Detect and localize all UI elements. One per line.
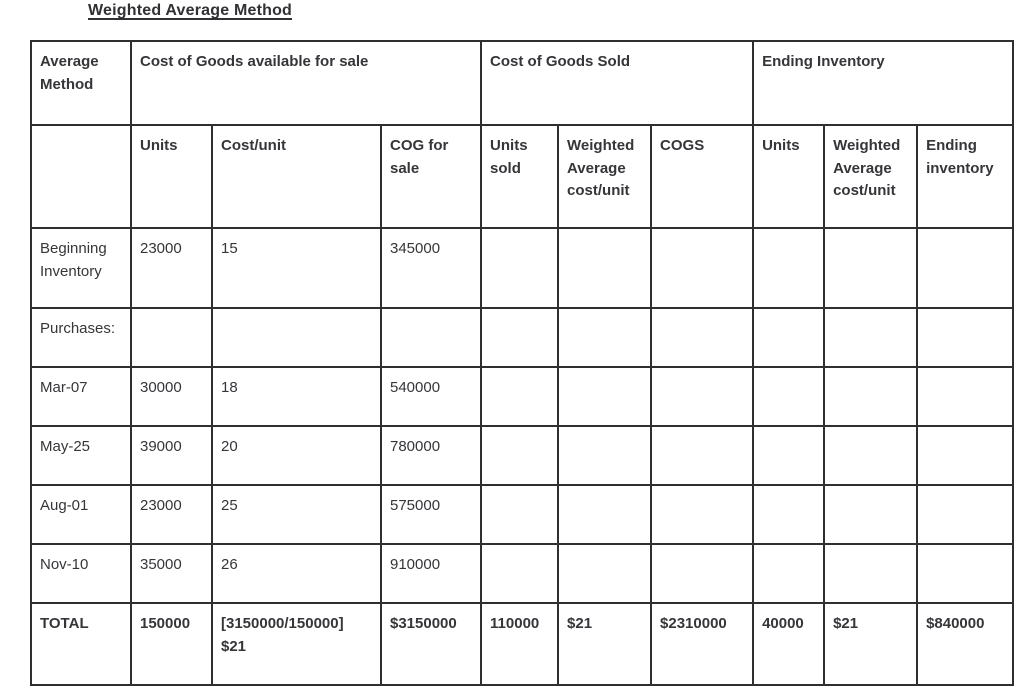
table-cell <box>557 366 653 427</box>
table-cell <box>557 227 653 309</box>
table-cell <box>650 425 755 486</box>
table-cell <box>916 227 1015 309</box>
table-cell: 23000 <box>130 227 213 309</box>
group-header-row: Average Method Cost of Goods available f… <box>30 40 1015 126</box>
table-cell: 23000 <box>130 484 213 545</box>
table-cell: 20 <box>211 425 382 486</box>
table-cell: 39000 <box>130 425 213 486</box>
group-header-cog-available: Cost of Goods available for sale <box>129 40 483 126</box>
row-label: Mar-07 <box>30 366 132 427</box>
table-cell: 18 <box>211 366 382 427</box>
table-cell <box>557 307 653 368</box>
table-cell: 110000 <box>480 602 560 686</box>
group-header-cogs: Cost of Goods Sold <box>480 40 755 126</box>
table-cell: 540000 <box>379 366 483 427</box>
weighted-average-table: Average Method Cost of Goods available f… <box>30 40 1015 686</box>
table-row-total: TOTAL 150000 [3150000/150000] $21 $31500… <box>30 602 1015 686</box>
table-cell <box>752 484 826 545</box>
column-header-ending-inventory: Ending inventory <box>916 124 1015 229</box>
table-cell <box>379 307 483 368</box>
column-header-weighted-avg-cost-ending: Weighted Average cost/unit <box>823 124 919 229</box>
table-row-mar-07: Mar-07 30000 18 540000 <box>30 366 1015 427</box>
table-cell: 40000 <box>752 602 826 686</box>
table-cell <box>916 543 1015 604</box>
table-cell <box>823 484 919 545</box>
table-cell <box>823 227 919 309</box>
table-cell <box>557 543 653 604</box>
row-label: Beginning Inventory <box>30 227 132 309</box>
table-cell: 910000 <box>379 543 483 604</box>
table-cell <box>480 227 560 309</box>
table-cell <box>650 366 755 427</box>
column-header-cogs: COGS <box>650 124 755 229</box>
column-header-cost-unit: Cost/unit <box>211 124 382 229</box>
row-label: Nov-10 <box>30 543 132 604</box>
table-cell: 15 <box>211 227 382 309</box>
row-label: TOTAL <box>30 602 132 686</box>
column-header-units-ending: Units <box>752 124 826 229</box>
column-header-blank <box>30 124 132 229</box>
table-cell <box>650 484 755 545</box>
table-cell <box>752 366 826 427</box>
table-cell <box>823 425 919 486</box>
table-cell <box>752 425 826 486</box>
table-cell <box>557 425 653 486</box>
table-cell <box>480 425 560 486</box>
table-cell: 35000 <box>130 543 213 604</box>
table-cell <box>916 484 1015 545</box>
table-cell <box>823 366 919 427</box>
table-cell: $21 <box>823 602 919 686</box>
column-header-cog-for-sale: COG for sale <box>379 124 483 229</box>
table-cell: 575000 <box>379 484 483 545</box>
table-cell: 25 <box>211 484 382 545</box>
table-cell <box>650 307 755 368</box>
table-cell: 780000 <box>379 425 483 486</box>
table-cell: $2310000 <box>650 602 755 686</box>
group-header-average-method: Average Method <box>30 40 132 126</box>
table-cell <box>130 307 213 368</box>
table-cell <box>752 227 826 309</box>
table-cell <box>916 307 1015 368</box>
row-label: May-25 <box>30 425 132 486</box>
row-label: Purchases: <box>30 307 132 368</box>
table-cell: $840000 <box>916 602 1015 686</box>
table-cell <box>480 543 560 604</box>
table-cell <box>480 484 560 545</box>
table-cell <box>823 307 919 368</box>
column-header-weighted-avg-cost-sold: Weighted Average cost/unit <box>557 124 653 229</box>
table-cell: 150000 <box>130 602 213 686</box>
table-cell <box>480 307 560 368</box>
column-header-units-sold: Units sold <box>480 124 560 229</box>
group-header-ending-inventory: Ending Inventory <box>752 40 1015 126</box>
column-header-units-available: Units <box>130 124 213 229</box>
table-cell: 30000 <box>130 366 213 427</box>
table-cell: 345000 <box>379 227 483 309</box>
table-cell <box>916 366 1015 427</box>
table-row-beginning-inventory: Beginning Inventory 23000 15 345000 <box>30 227 1015 309</box>
table-cell <box>557 484 653 545</box>
page-title: Weighted Average Method <box>88 2 293 19</box>
table-cell <box>211 307 382 368</box>
table-row-nov-10: Nov-10 35000 26 910000 <box>30 543 1015 604</box>
table-cell <box>823 543 919 604</box>
table-row-purchases: Purchases: <box>30 307 1015 368</box>
table-cell: 26 <box>211 543 382 604</box>
table-cell <box>650 227 755 309</box>
table-cell: $21 <box>557 602 653 686</box>
table-cell <box>650 543 755 604</box>
table-cell <box>752 543 826 604</box>
row-label: Aug-01 <box>30 484 132 545</box>
column-header-row: Units Cost/unit COG for sale Units sold … <box>30 124 1015 229</box>
table-row-aug-01: Aug-01 23000 25 575000 <box>30 484 1015 545</box>
table-cell: $3150000 <box>379 602 483 686</box>
table-row-may-25: May-25 39000 20 780000 <box>30 425 1015 486</box>
table-cell <box>480 366 560 427</box>
table-cell <box>916 425 1015 486</box>
table-cell: [3150000/150000] $21 <box>211 602 382 686</box>
table-cell <box>752 307 826 368</box>
